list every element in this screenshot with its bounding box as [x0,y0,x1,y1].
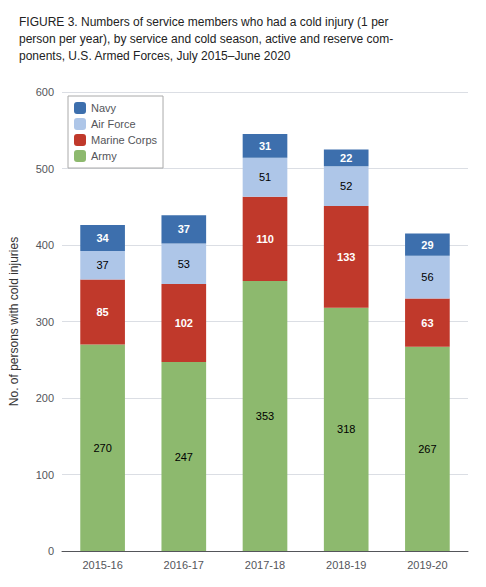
svg-text:267: 267 [418,443,436,455]
svg-text:53: 53 [178,258,190,270]
svg-text:29: 29 [421,239,433,251]
svg-text:200: 200 [36,392,54,404]
svg-text:37: 37 [178,223,190,235]
svg-text:63: 63 [421,317,433,329]
svg-text:ponents, U.S. Armed Forces, Ju: ponents, U.S. Armed Forces, July 2015–Ju… [19,49,291,63]
svg-text:22: 22 [340,152,352,164]
svg-text:person per year), by service a: person per year), by service and cold se… [19,32,393,46]
svg-text:133: 133 [337,251,355,263]
svg-text:2016-17: 2016-17 [164,559,204,571]
svg-text:2017-18: 2017-18 [245,559,285,571]
svg-text:Navy: Navy [91,102,117,114]
svg-text:Marine Corps: Marine Corps [91,134,158,146]
svg-text:500: 500 [36,163,54,175]
svg-text:247: 247 [175,451,193,463]
svg-text:2019-20: 2019-20 [407,559,447,571]
svg-text:100: 100 [36,469,54,481]
svg-text:34: 34 [96,232,109,244]
svg-text:51: 51 [259,171,271,183]
svg-text:270: 270 [93,442,111,454]
svg-text:85: 85 [96,306,108,318]
svg-text:Air Force: Air Force [91,118,136,130]
svg-text:2018-19: 2018-19 [326,559,366,571]
svg-text:600: 600 [36,86,54,98]
svg-text:0: 0 [48,545,54,557]
svg-text:400: 400 [36,239,54,251]
svg-text:No. of persons with cold injur: No. of persons with cold injuries [7,237,21,406]
svg-text:56: 56 [421,271,433,283]
svg-text:31: 31 [259,140,271,152]
svg-text:353: 353 [256,410,274,422]
svg-text:102: 102 [175,317,193,329]
svg-text:318: 318 [337,423,355,435]
svg-text:52: 52 [340,180,352,192]
svg-text:37: 37 [96,259,108,271]
svg-text:FIGURE 3. Numbers of service m: FIGURE 3. Numbers of service members who… [19,15,388,29]
svg-text:Army: Army [91,150,117,162]
svg-text:2015-16: 2015-16 [82,559,122,571]
svg-text:110: 110 [256,233,274,245]
svg-text:300: 300 [36,316,54,328]
